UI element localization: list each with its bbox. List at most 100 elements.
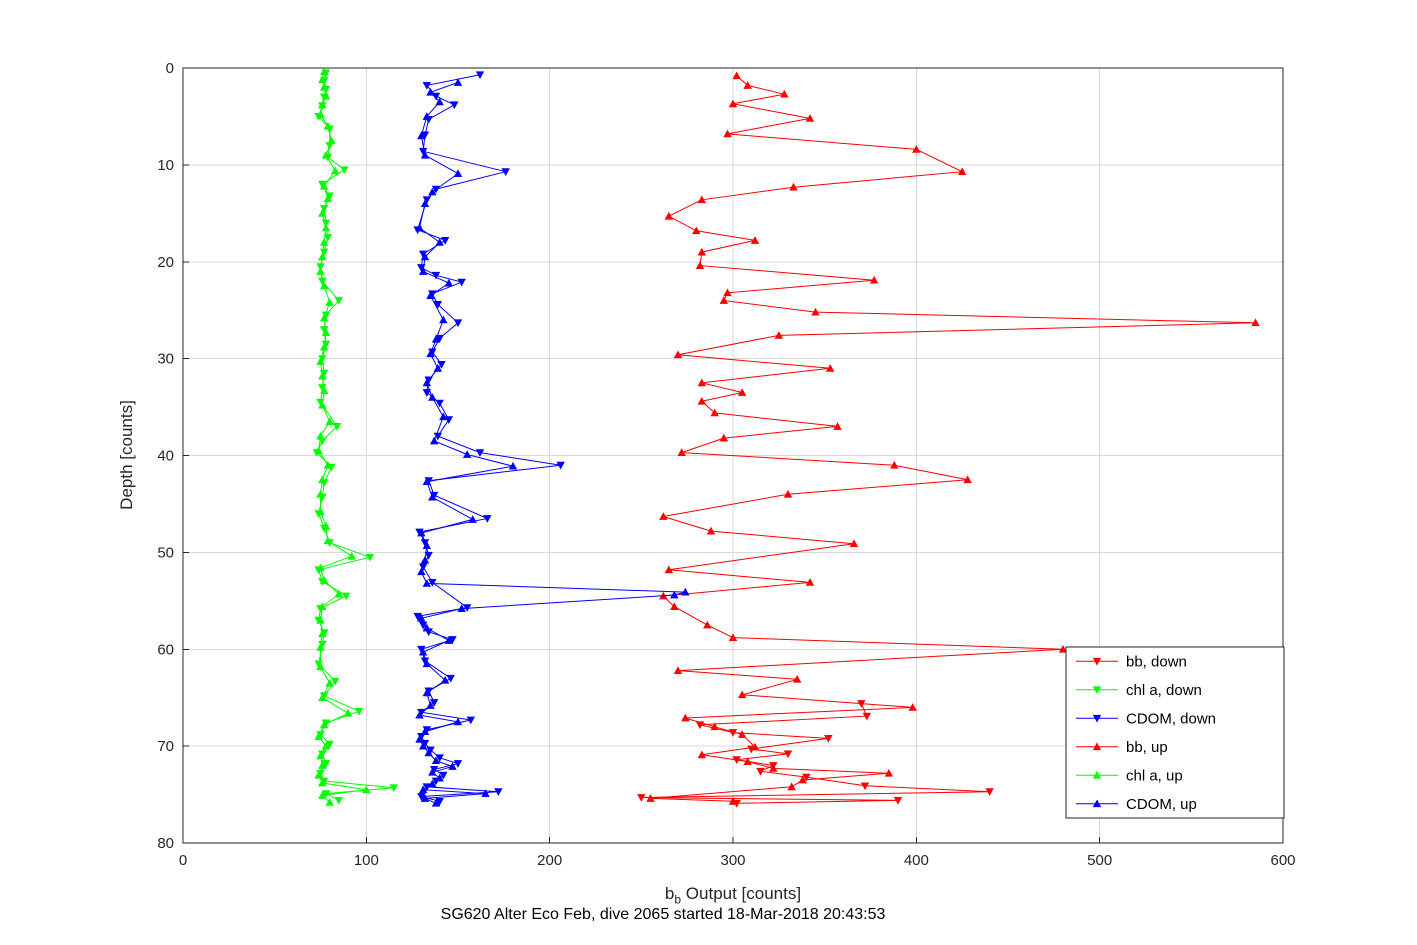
triangle-up-marker	[890, 460, 899, 469]
triangle-up-marker	[673, 350, 683, 359]
triangle-down-marker	[501, 168, 510, 176]
triangle-up-marker	[325, 298, 334, 306]
series-bb-down	[637, 700, 994, 808]
triangle-up-marker	[321, 91, 331, 100]
triangle-down-marker	[321, 790, 331, 798]
triangle-up-marker	[706, 526, 716, 535]
triangle-down-marker	[450, 101, 459, 110]
triangle-up-marker	[316, 615, 325, 624]
triangle-down-marker	[365, 553, 375, 562]
triangle-down-marker	[318, 384, 327, 392]
triangle-down-marker	[323, 234, 333, 242]
triangle-up-marker	[664, 565, 674, 574]
triangle-up-marker	[681, 713, 690, 722]
triangle-up-marker	[426, 349, 435, 358]
triangle-up-marker	[321, 223, 331, 232]
triangle-up-marker	[433, 364, 443, 372]
triangle-down-marker	[417, 708, 426, 717]
triangle-up-marker	[453, 78, 463, 86]
x-tick-label: 0	[179, 852, 187, 869]
triangle-down-marker	[418, 250, 428, 259]
triangle-up-marker	[420, 252, 430, 261]
triangle-up-marker	[420, 794, 430, 802]
triangle-up-marker	[318, 209, 327, 217]
triangle-up-marker	[420, 555, 430, 564]
triangle-up-marker	[431, 334, 441, 343]
triangle-up-marker	[448, 762, 457, 770]
legend-label: CDOM, down	[1126, 710, 1216, 727]
triangle-up-marker	[316, 267, 325, 275]
triangle-up-marker	[428, 393, 437, 401]
triangle-up-marker	[468, 515, 477, 523]
triangle-up-marker	[719, 296, 729, 304]
series-line-cdom-down	[416, 74, 561, 802]
triangle-down-marker	[457, 278, 466, 287]
triangle-up-marker	[318, 602, 327, 611]
triangle-down-marker	[435, 754, 444, 763]
triangle-up-marker	[316, 751, 325, 760]
triangle-up-marker	[825, 364, 835, 372]
triangle-down-marker	[340, 166, 349, 175]
triangle-down-marker	[433, 300, 443, 309]
triangle-up-marker	[670, 602, 679, 611]
x-tick-label: 400	[904, 852, 929, 869]
triangle-down-marker	[466, 716, 476, 725]
triangle-down-marker	[318, 641, 327, 649]
triangle-up-marker	[737, 690, 747, 699]
triangle-down-marker	[389, 784, 399, 793]
x-tick-labels: 0 100 200 300 400 500 600	[179, 852, 1296, 869]
triangle-up-marker	[319, 386, 329, 394]
triangle-down-marker	[418, 147, 428, 156]
triangle-up-marker	[422, 541, 432, 549]
triangle-up-marker	[318, 100, 327, 109]
triangle-up-marker	[418, 785, 428, 794]
y-tick-label: 70	[157, 738, 174, 755]
triangle-up-marker	[319, 281, 329, 290]
triangle-down-marker	[325, 192, 334, 201]
triangle-up-marker	[697, 378, 707, 387]
triangle-up-marker	[695, 261, 705, 270]
triangle-down-marker	[319, 248, 329, 257]
legend-item: bb, up	[1076, 739, 1168, 756]
triangle-down-marker	[435, 399, 444, 408]
triangle-up-marker	[422, 579, 432, 587]
triangle-up-marker	[318, 761, 327, 769]
legend-label: bb, down	[1126, 653, 1187, 670]
triangle-down-marker	[321, 340, 331, 349]
triangle-up-marker	[798, 775, 807, 784]
triangle-down-marker	[429, 699, 439, 707]
triangle-down-marker	[418, 621, 428, 630]
triangle-up-marker	[426, 701, 435, 709]
triangle-up-marker	[318, 791, 327, 799]
triangle-up-marker	[323, 194, 333, 203]
triangle-up-marker	[325, 678, 334, 687]
triangle-down-marker	[433, 432, 443, 441]
series-chl-a-down	[312, 69, 399, 805]
triangle-down-marker	[420, 131, 430, 140]
x-tick-label: 500	[1087, 852, 1112, 869]
triangle-up-marker	[321, 150, 331, 159]
triangle-up-marker	[415, 735, 424, 743]
legend-label: chl a, down	[1126, 682, 1202, 699]
legend-item: chl a, down	[1076, 682, 1202, 699]
triangle-up-marker	[697, 195, 707, 204]
series-cdom-down	[413, 71, 565, 806]
triangle-up-marker	[323, 460, 333, 469]
x-tick-label: 600	[1270, 852, 1295, 869]
triangle-up-marker	[869, 275, 879, 284]
triangle-up-marker	[420, 199, 430, 208]
legend-item: bb, down	[1076, 653, 1187, 670]
triangle-up-marker	[415, 223, 424, 232]
triangle-up-marker	[439, 315, 448, 324]
triangle-down-marker	[637, 794, 646, 802]
triangle-up-marker	[418, 267, 428, 275]
triangle-down-marker	[316, 263, 325, 271]
triangle-up-marker	[789, 182, 798, 191]
triangle-up-marker	[697, 396, 707, 405]
legend-label: bb, up	[1126, 739, 1168, 756]
triangle-down-marker	[985, 788, 994, 796]
triangle-up-marker	[318, 475, 327, 484]
y-tick-label: 60	[157, 641, 174, 658]
triangle-down-marker	[417, 645, 426, 654]
